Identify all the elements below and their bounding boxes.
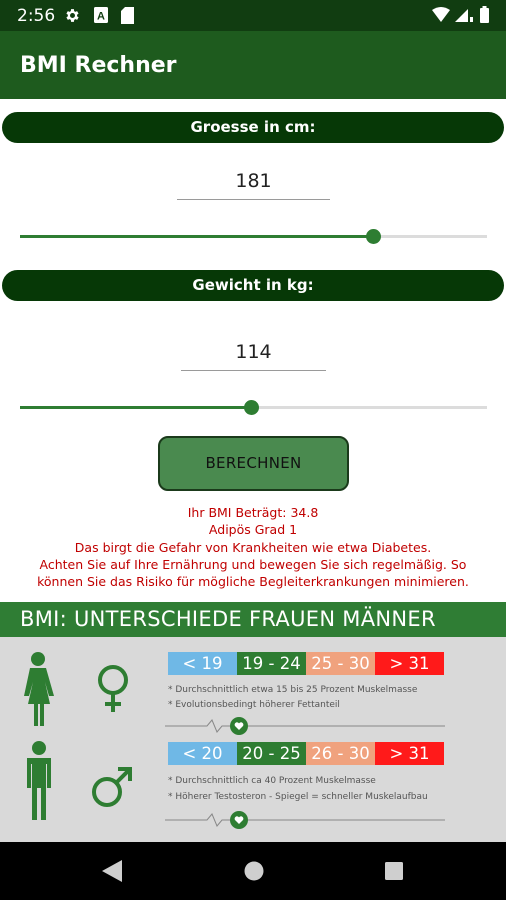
men-bmi-ranges: < 20 20 - 25 26 - 30 > 31 bbox=[168, 742, 444, 765]
weight-slider-thumb[interactable] bbox=[244, 400, 260, 415]
app-bar: BMI Rechner bbox=[0, 31, 506, 99]
women-range-under: < 19 bbox=[168, 652, 237, 675]
bmi-result-value: Ihr BMI Beträgt: 34.8 bbox=[187, 505, 319, 520]
home-icon[interactable] bbox=[244, 861, 264, 881]
height-slider-fill bbox=[20, 235, 373, 238]
men-note-2: * Höherer Testosteron - Spiegel = schnel… bbox=[168, 792, 428, 802]
height-input-underline bbox=[177, 199, 330, 200]
man-figure-icon bbox=[27, 741, 51, 820]
men-note-1: * Durchschnittlich ca 40 Prozent Muskelm… bbox=[168, 776, 376, 786]
height-slider-thumb[interactable] bbox=[365, 229, 381, 244]
settings-icon bbox=[66, 9, 79, 22]
compare-title: BMI: UNTERSCHIEDE FRAUEN MÄNNER bbox=[0, 602, 506, 637]
weight-input[interactable]: 114 bbox=[235, 341, 272, 363]
bmi-result-category: Adipös Grad 1 bbox=[208, 522, 298, 537]
status-bar: 2:56 A bbox=[0, 0, 506, 31]
app-title: BMI Rechner bbox=[20, 53, 177, 78]
men-heartbeat-icon bbox=[165, 811, 445, 829]
female-symbol-icon bbox=[98, 665, 128, 712]
compare-panel: < 19 19 - 24 25 - 30 > 31 * Durchschnitt… bbox=[0, 637, 506, 842]
navigation-bar bbox=[0, 842, 506, 900]
cell-signal-icon bbox=[455, 9, 468, 22]
men-range-obese: > 31 bbox=[375, 742, 444, 765]
women-range-over: 25 - 30 bbox=[306, 652, 375, 675]
women-bmi-ranges: < 19 19 - 24 25 - 30 > 31 bbox=[168, 652, 444, 675]
male-symbol-icon bbox=[92, 767, 132, 807]
weight-header: Gewicht in kg: bbox=[2, 270, 504, 301]
weight-input-underline bbox=[181, 370, 326, 371]
svg-text:A: A bbox=[97, 11, 105, 23]
calculate-button[interactable]: BERECHNEN bbox=[158, 436, 349, 491]
women-range-obese: > 31 bbox=[375, 652, 444, 675]
bmi-result-risk: Das birgt die Gefahr von Krankheiten wie… bbox=[74, 540, 432, 555]
recents-icon[interactable] bbox=[385, 862, 403, 880]
women-note-2: * Evolutionsbedingt höherer Fettanteil bbox=[168, 700, 340, 710]
wifi-icon bbox=[432, 7, 450, 22]
weight-slider-fill bbox=[20, 406, 252, 409]
back-icon[interactable] bbox=[102, 860, 122, 882]
women-note-1: * Durchschnittlich etwa 15 bis 25 Prozen… bbox=[168, 685, 418, 695]
height-header: Groesse in cm: bbox=[2, 112, 504, 143]
bmi-result-advice-1: Achten Sie auf Ihre Ernährung und bewege… bbox=[39, 557, 467, 572]
height-slider[interactable] bbox=[20, 229, 487, 244]
sd-card-icon bbox=[121, 7, 134, 24]
battery-icon bbox=[480, 8, 489, 23]
bmi-result-advice-2: können Sie das Risiko für mögliche Begle… bbox=[37, 574, 469, 589]
weight-slider[interactable] bbox=[20, 400, 487, 415]
women-range-normal: 19 - 24 bbox=[237, 652, 306, 675]
men-range-normal: 20 - 25 bbox=[237, 742, 306, 765]
women-heartbeat-icon bbox=[165, 717, 445, 735]
height-input[interactable]: 181 bbox=[235, 170, 272, 192]
status-time: 2:56 bbox=[17, 6, 56, 26]
woman-figure-icon bbox=[24, 652, 54, 726]
men-range-under: < 20 bbox=[168, 742, 237, 765]
men-range-over: 26 - 30 bbox=[306, 742, 375, 765]
signal-battery-icons bbox=[432, 6, 489, 23]
font-icon: A bbox=[94, 7, 108, 23]
